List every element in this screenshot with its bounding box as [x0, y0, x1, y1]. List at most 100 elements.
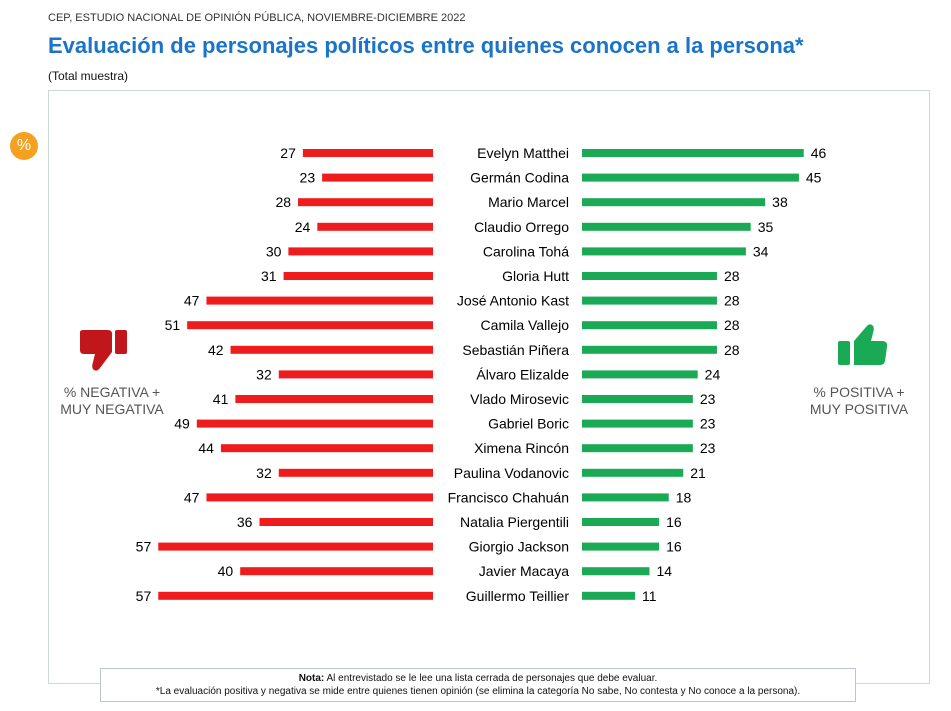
negative-bar: [196, 419, 433, 428]
positive-bar: [582, 296, 717, 305]
positive-bar: [582, 542, 660, 551]
category-label: Javier Macaya: [479, 563, 569, 579]
negative-value-label: 47: [184, 293, 200, 309]
category-label: Vlado Mirosevic: [470, 391, 569, 407]
positive-bar: [582, 247, 746, 256]
category-label: Mario Marcel: [488, 194, 569, 210]
negative-value-label: 30: [266, 243, 282, 259]
positive-bar: [582, 468, 684, 477]
positive-bar: [582, 518, 660, 526]
negative-bar: [158, 591, 433, 600]
negative-bars: [158, 149, 433, 600]
negative-bar: [230, 345, 433, 354]
percent-badge: %: [10, 132, 38, 160]
negative-bar: [278, 468, 433, 477]
negative-value-label: 23: [300, 170, 316, 186]
category-label: Natalia Piergentili: [460, 514, 569, 530]
negative-value-label: 31: [261, 268, 277, 284]
positive-value-label: 28: [724, 342, 740, 358]
category-label: Paulina Vodanovic: [454, 465, 569, 481]
positive-bar: [582, 272, 717, 280]
negative-value-label: 32: [256, 366, 272, 382]
positive-value-label: 34: [753, 243, 769, 259]
negative-bar: [322, 173, 433, 182]
category-label: Claudio Orrego: [474, 219, 569, 235]
category-label: Giorgio Jackson: [469, 539, 569, 555]
positive-bar: [582, 370, 698, 379]
positive-value-label: 18: [676, 489, 692, 505]
positive-bar: [582, 591, 636, 600]
positive-value-label: 28: [724, 268, 740, 284]
positive-bar: [582, 567, 650, 576]
negative-value-label: 51: [165, 317, 181, 333]
negative-value-label: 32: [256, 465, 272, 481]
note-prefix: Nota:: [298, 673, 325, 684]
negative-bar: [278, 370, 433, 379]
negative-value-label: 47: [184, 489, 200, 505]
negative-value-label: 42: [208, 342, 224, 358]
negative-bar: [240, 567, 433, 576]
positive-bar: [582, 493, 669, 502]
positive-bar: [582, 345, 717, 354]
page-subtitle: (Total muestra): [48, 69, 129, 83]
category-label: Evelyn Matthei: [477, 145, 569, 161]
positive-bar: [582, 149, 804, 157]
negative-bar: [158, 542, 433, 551]
negative-value-label: 36: [237, 514, 253, 530]
positive-value-label: 28: [724, 293, 740, 309]
negative-value-label: 27: [280, 145, 296, 161]
positive-value-label: 28: [724, 317, 740, 333]
negative-value-label: 44: [198, 440, 214, 456]
category-label: Camila Vallejo: [481, 317, 570, 333]
negative-bar: [302, 149, 433, 157]
positive-value-label: 23: [700, 440, 716, 456]
category-label: Gloria Hutt: [502, 268, 569, 284]
thumbs-up-icon: [836, 323, 890, 374]
negative-legend-label: % NEGATIVA + MUY NEGATIVA: [60, 384, 164, 417]
positive-legend-label: % POSITIVA + MUY POSITIVA: [809, 384, 909, 417]
negative-value-label: 49: [174, 416, 190, 432]
positive-bars: [582, 149, 804, 600]
category-label: Ximena Rincón: [474, 440, 569, 456]
positive-value-label: 21: [690, 465, 706, 481]
negative-bar: [283, 272, 433, 280]
source-line: CEP, ESTUDIO NACIONAL DE OPINIÓN PÚBLICA…: [48, 12, 466, 24]
negative-bar: [288, 247, 433, 256]
negative-value-label: 24: [295, 219, 311, 235]
footnote: Nota: Al entrevistado se le lee una list…: [100, 668, 856, 702]
negative-value-label: 28: [275, 194, 291, 210]
category-label: Álvaro Elizalde: [476, 366, 569, 382]
negative-value-label: 41: [213, 391, 229, 407]
negative-bar: [206, 493, 433, 502]
positive-value-label: 16: [666, 539, 682, 555]
category-label: José Antonio Kast: [457, 293, 569, 309]
positive-bar: [582, 173, 799, 182]
category-label: Carolina Tohá: [483, 243, 569, 259]
category-label: Germán Codina: [470, 170, 569, 186]
negative-bar: [187, 321, 433, 330]
positive-bar: [582, 222, 751, 231]
negative-bar: [317, 222, 433, 231]
positive-bar: [582, 321, 717, 330]
negative-value-label: 57: [136, 539, 152, 555]
positive-value-label: 45: [806, 170, 822, 186]
chart-labels: 27 46 Evelyn Matthei 23 45 Germán Codina 28 38 M…: [136, 145, 827, 604]
positive-bar: [582, 395, 693, 403]
positive-bar: [582, 198, 766, 207]
positive-value-label: 23: [700, 391, 716, 407]
positive-value-label: 14: [656, 563, 672, 579]
positive-bar: [582, 444, 693, 453]
note-line-1: Al entrevistado se le lee una lista cerr…: [326, 673, 658, 684]
negative-bar: [235, 395, 433, 403]
category-label: Guillermo Teillier: [466, 588, 570, 604]
category-label: Gabriel Boric: [488, 416, 569, 432]
positive-value-label: 11: [642, 588, 657, 604]
page-title: Evaluación de personajes políticos entre…: [48, 33, 804, 58]
category-label: Sebastián Piñera: [462, 342, 569, 358]
positive-value-label: 16: [666, 514, 682, 530]
positive-value-label: 38: [772, 194, 788, 210]
negative-bar: [298, 198, 433, 207]
positive-value-label: 35: [758, 219, 774, 235]
negative-bar: [259, 518, 433, 526]
